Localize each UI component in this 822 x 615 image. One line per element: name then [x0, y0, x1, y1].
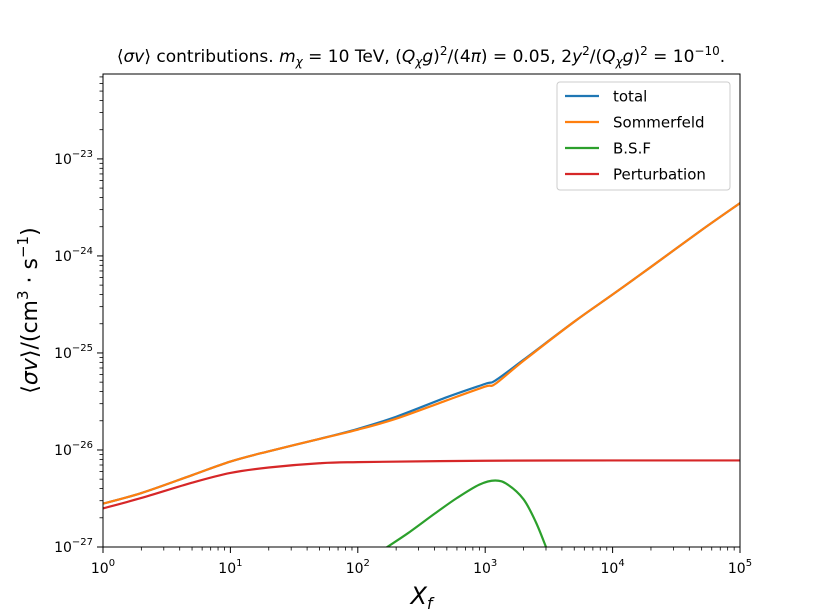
plot-frame	[102, 73, 741, 548]
legend-frame	[556, 81, 731, 191]
y-axis-label: ⟨σv⟩/(cm3 · s−1)	[14, 227, 43, 393]
x-tick-label-0: 100	[91, 558, 115, 577]
series-line-perturbation	[103, 459, 740, 510]
y-tick-label-0: 10−27	[54, 537, 93, 556]
x-tick-label-5: 105	[728, 558, 752, 577]
series-line-sommerfeld	[103, 202, 740, 505]
legend: total Sommerfeld B.S.F Perturbation	[556, 81, 731, 191]
x-axis-label: Xf	[408, 582, 434, 613]
legend-label-total: total	[613, 88, 647, 106]
y-tick-label-2: 10−25	[54, 343, 93, 362]
x-tick-label-4: 104	[600, 558, 624, 577]
ticks-layer: 100 101 102 103 104 105 10−27 10−26 10−25 10−24 10…	[54, 76, 752, 577]
chart-title: ⟨σv⟩ contributions. mχ = 10 TeV, (Qχg)2/…	[117, 44, 725, 69]
legend-label-perturbation: Perturbation	[613, 166, 706, 184]
x-tick-label-3: 103	[473, 558, 497, 577]
legend-label-b-s-f: B.S.F	[613, 140, 651, 158]
y-tick-label-3: 10−24	[54, 246, 93, 265]
y-tick-label-4: 10−23	[54, 149, 93, 168]
legend-label-sommerfeld: Sommerfeld	[613, 114, 705, 132]
y-tick-label-1: 10−26	[54, 440, 93, 459]
x-tick-label-1: 101	[218, 558, 242, 577]
x-tick-label-2: 102	[346, 558, 370, 577]
series-line-b-s-f	[386, 479, 548, 547]
series-layer	[103, 202, 740, 547]
